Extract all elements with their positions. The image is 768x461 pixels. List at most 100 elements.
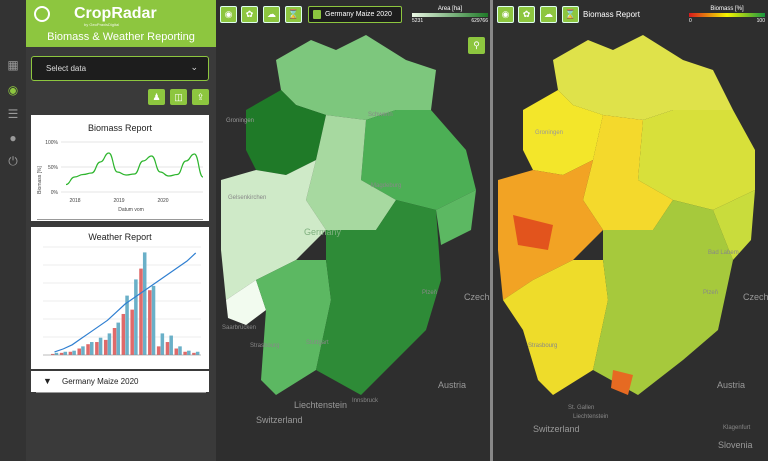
weather-button-right[interactable]: ☁ xyxy=(540,6,557,23)
weather-bar-red xyxy=(95,342,99,355)
app-header: CropRadar by GeoPraxisDigital Biomass & … xyxy=(26,0,216,47)
dataset-row[interactable]: ▼ Germany Maize 2020 xyxy=(31,371,209,392)
weather-bar-blue xyxy=(98,337,103,355)
biomass-xtick-2019: 2019 xyxy=(113,198,124,204)
area-legend-title: Area [ha] xyxy=(437,6,463,12)
region-thuringia[interactable] xyxy=(396,190,476,245)
biomass-region-southwest[interactable] xyxy=(503,260,608,395)
weather-bar-red xyxy=(148,290,152,355)
biomass-ytick-0: 0% xyxy=(51,190,59,196)
export-button[interactable]: ⇪ xyxy=(192,89,209,105)
area-legend-min: 5231 xyxy=(412,18,424,24)
export-icon: ⇪ xyxy=(196,92,205,102)
biomass-region-northwest[interactable] xyxy=(523,90,603,175)
place-groningen: Groningen xyxy=(226,118,255,124)
weather-bar-blue xyxy=(125,295,129,355)
place-plzen: Plzeň xyxy=(422,290,438,296)
globe-button-right[interactable]: ◉ xyxy=(497,6,514,23)
biomass-hotspot-south[interactable] xyxy=(611,370,633,395)
biomass-region-east[interactable] xyxy=(638,110,755,210)
region-east[interactable] xyxy=(361,110,476,210)
biomass-region-center[interactable] xyxy=(583,115,673,230)
region-center[interactable] xyxy=(306,115,396,230)
plant-button-right[interactable]: ✿ xyxy=(518,6,535,23)
analytics-icon[interactable]: ◉ xyxy=(7,83,19,97)
place-groningen-right: Groningen xyxy=(535,130,564,136)
select-data-dropdown[interactable]: Select data ⌄ xyxy=(31,56,209,81)
biomass-region-southeast[interactable] xyxy=(593,200,733,395)
place-strasbourg-right: Strasbourg xyxy=(528,343,558,349)
app-title: Biomass & Weather Reporting xyxy=(47,31,195,43)
temperature-button[interactable]: ⌛ xyxy=(285,6,302,23)
region-north[interactable] xyxy=(276,35,436,120)
place-stgallen: St. Gallen xyxy=(568,405,595,411)
temperature-icon: ⌛ xyxy=(564,9,577,19)
area-map[interactable]: Groningen Gelsenkirchen Saarbrücken Stra… xyxy=(216,0,490,461)
weather-icon: ☁ xyxy=(544,9,553,19)
weather-bar-blue xyxy=(142,252,147,355)
alert-icon[interactable]: ● xyxy=(9,131,17,145)
biomass-xtick-2020: 2020 xyxy=(157,198,168,204)
globe-button[interactable]: ◉ xyxy=(220,6,237,23)
globe-icon: ◉ xyxy=(224,9,233,19)
save-button[interactable]: ◫ xyxy=(170,89,187,105)
region-west[interactable] xyxy=(221,160,326,300)
place-slovenia: Slovenia xyxy=(718,440,753,450)
plant-button[interactable]: ✿ xyxy=(241,6,258,23)
footer-divider xyxy=(36,392,206,393)
weather-bar-red xyxy=(139,268,143,355)
region-southeast[interactable] xyxy=(316,200,441,395)
weather-bar-red xyxy=(192,352,196,355)
weather-bar-blue xyxy=(195,351,200,355)
place-switzerland: Switzerland xyxy=(256,415,303,425)
biomass-ytick-100: 100% xyxy=(45,140,58,146)
biomass-region-east-south[interactable] xyxy=(673,190,755,260)
temperature-button-right[interactable]: ⌛ xyxy=(562,6,579,23)
place-liechtenstein-right: Liechtenstein xyxy=(573,414,609,420)
biomass-map-title: Biomass Report xyxy=(583,10,640,19)
split-divider[interactable] xyxy=(490,0,493,461)
weather-bar-blue xyxy=(178,346,182,355)
place-plzen-right: Plzeň xyxy=(703,290,719,296)
biomass-legend-title: Biomass [%] xyxy=(710,6,744,12)
settings-icon[interactable]: ☰ xyxy=(7,107,19,121)
save-icon: ◫ xyxy=(174,92,183,102)
weather-button[interactable]: ☁ xyxy=(263,6,280,23)
place-saarbruecken: Saarbrücken xyxy=(222,325,257,331)
search-button[interactable]: ⚲ xyxy=(468,37,485,54)
weather-report-title: Weather Report xyxy=(88,232,152,242)
weather-bar-red xyxy=(86,344,90,355)
map-icon[interactable]: ▦ xyxy=(7,58,19,72)
collapse-triangle-icon[interactable]: ▼ xyxy=(43,376,52,386)
weather-bar-blue xyxy=(72,350,76,355)
place-innsbruck: Innsbruck xyxy=(352,398,379,404)
logo-subtitle: by GeoPraxisDigital xyxy=(84,22,120,27)
dataset-badge[interactable]: Germany Maize 2020 xyxy=(308,6,402,23)
weather-bar-red xyxy=(112,328,117,355)
dataset-badge-label: Germany Maize 2020 xyxy=(325,11,392,18)
region-saar[interactable] xyxy=(226,280,266,325)
user-icon: ♟ xyxy=(152,92,161,102)
biomass-region-north[interactable] xyxy=(553,35,733,120)
weather-bar-red xyxy=(130,309,134,355)
weather-bar-blue xyxy=(107,333,112,355)
weather-bar-red xyxy=(77,348,81,355)
biomass-divider xyxy=(37,219,203,220)
place-austria: Austria xyxy=(438,380,467,390)
sidebar-footer xyxy=(26,392,216,461)
biomass-ytick-50: 50% xyxy=(48,165,59,171)
place-schwerin: Schwerin xyxy=(368,112,393,118)
area-map-layer xyxy=(221,35,476,395)
weather-bar-red xyxy=(103,339,108,355)
region-southwest[interactable] xyxy=(256,260,331,395)
region-northwest[interactable] xyxy=(246,90,326,175)
biomass-map[interactable]: Groningen Strasbourg St. Gallen Liechten… xyxy=(493,0,768,461)
weather-bar-blue xyxy=(90,342,94,355)
place-austria-right: Austria xyxy=(717,380,746,390)
place-klagenfurt: Klagenfurt xyxy=(723,425,751,431)
biomass-hotspot-west[interactable] xyxy=(513,215,553,250)
temperature-icon: ⌛ xyxy=(287,9,300,19)
icon-rail: ▦ ◉ ☰ ● ⏻ xyxy=(0,0,26,461)
power-icon[interactable]: ⏻ xyxy=(8,154,18,168)
user-button[interactable]: ♟ xyxy=(148,89,165,105)
